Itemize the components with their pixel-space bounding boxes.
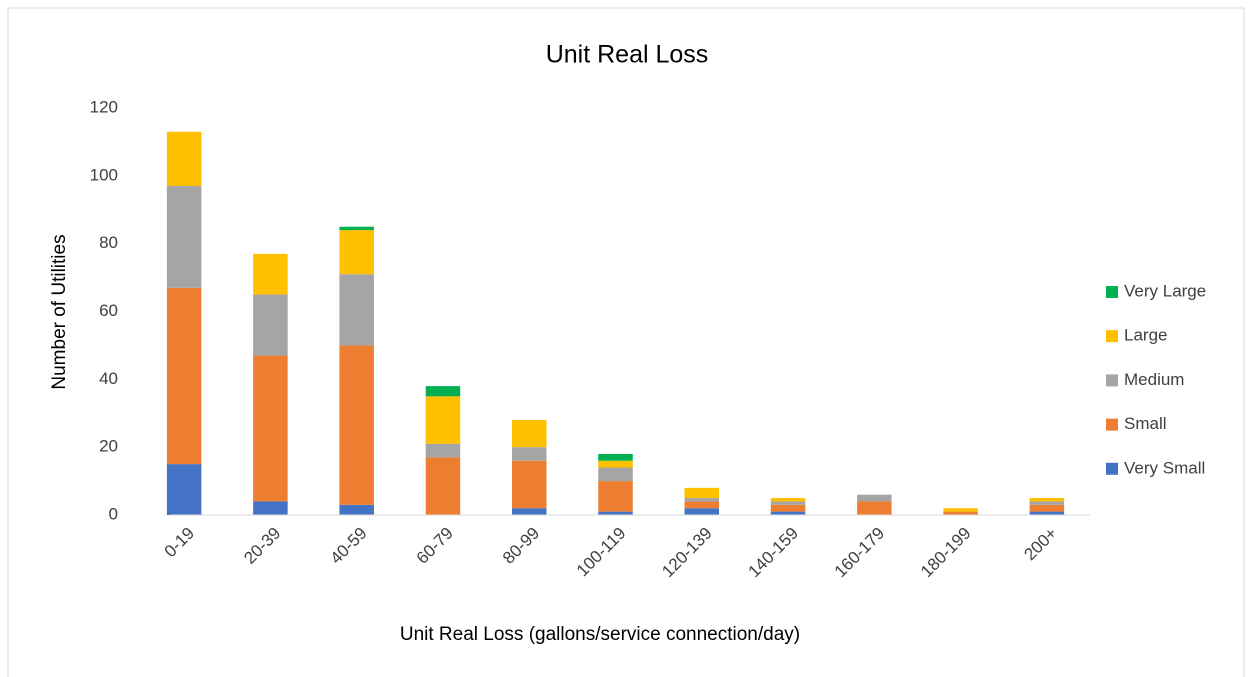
bar-segment xyxy=(511,508,547,515)
bar-segment xyxy=(425,396,461,444)
bar-segment xyxy=(253,355,288,502)
bar-segment xyxy=(1029,504,1065,512)
bar-segment xyxy=(511,447,547,461)
legend-label: Large xyxy=(1124,326,1167,345)
y-tick-label: 100 xyxy=(90,165,118,184)
bar-segment xyxy=(425,457,461,515)
y-tick-label: 0 xyxy=(109,504,118,523)
y-tick-label: 60 xyxy=(99,301,118,320)
y-tick-label: 80 xyxy=(99,233,118,252)
y-tick-label: 120 xyxy=(90,97,118,116)
bar-segment xyxy=(684,487,720,499)
bar-segment xyxy=(598,453,633,461)
bar-segment xyxy=(253,294,288,356)
bar-segment xyxy=(684,498,720,502)
bar-segment xyxy=(684,508,720,515)
bar-segment xyxy=(511,460,547,509)
bar-segment xyxy=(1029,498,1065,502)
bar-segment xyxy=(598,511,633,515)
bar-segment xyxy=(598,460,633,468)
legend-label: Very Large xyxy=(1124,281,1206,300)
bar-segment xyxy=(770,501,806,505)
legend-label: Medium xyxy=(1124,370,1184,389)
bar-segment xyxy=(511,420,547,448)
bar-segment xyxy=(166,464,202,515)
chart-frame xyxy=(7,7,1245,677)
legend-swatch xyxy=(1106,462,1118,475)
bar-segment xyxy=(943,511,978,515)
bar-segment xyxy=(770,498,806,502)
bar-segment xyxy=(598,481,633,512)
bar-segment xyxy=(253,253,288,295)
bar-segment xyxy=(770,511,806,515)
bar-segment xyxy=(598,467,633,482)
legend-label: Very Small xyxy=(1124,458,1205,477)
bar-segment xyxy=(857,494,892,502)
bar-segment xyxy=(339,504,374,515)
bar-segment xyxy=(425,443,461,458)
bar-segment xyxy=(339,230,374,275)
bar-segment xyxy=(166,287,202,465)
bar-segment xyxy=(339,345,374,505)
bar-segment xyxy=(166,131,202,187)
bar-segment xyxy=(166,186,202,288)
x-axis-label: Unit Real Loss (gallons/service connecti… xyxy=(400,624,800,645)
legend-swatch xyxy=(1106,286,1118,298)
legend-swatch xyxy=(1106,330,1118,343)
legend-label: Small xyxy=(1124,414,1167,433)
bar-segment xyxy=(857,501,892,515)
legend-swatch xyxy=(1106,374,1118,387)
chart-title: Unit Real Loss xyxy=(546,41,709,69)
legend-swatch xyxy=(1106,418,1118,431)
y-axis-label: Number of Utilities xyxy=(49,234,70,389)
y-tick-label: 20 xyxy=(99,437,118,456)
bar-segment xyxy=(770,504,806,512)
bar-segment xyxy=(943,508,978,512)
bar-segment xyxy=(1029,501,1065,505)
y-tick-label: 40 xyxy=(99,369,118,388)
bar-segment xyxy=(1029,511,1065,515)
bar-segment xyxy=(425,386,461,397)
bar-segment xyxy=(339,274,374,346)
bar-segment xyxy=(253,501,288,515)
bar-segment xyxy=(339,226,374,231)
bar-segment xyxy=(684,501,720,509)
